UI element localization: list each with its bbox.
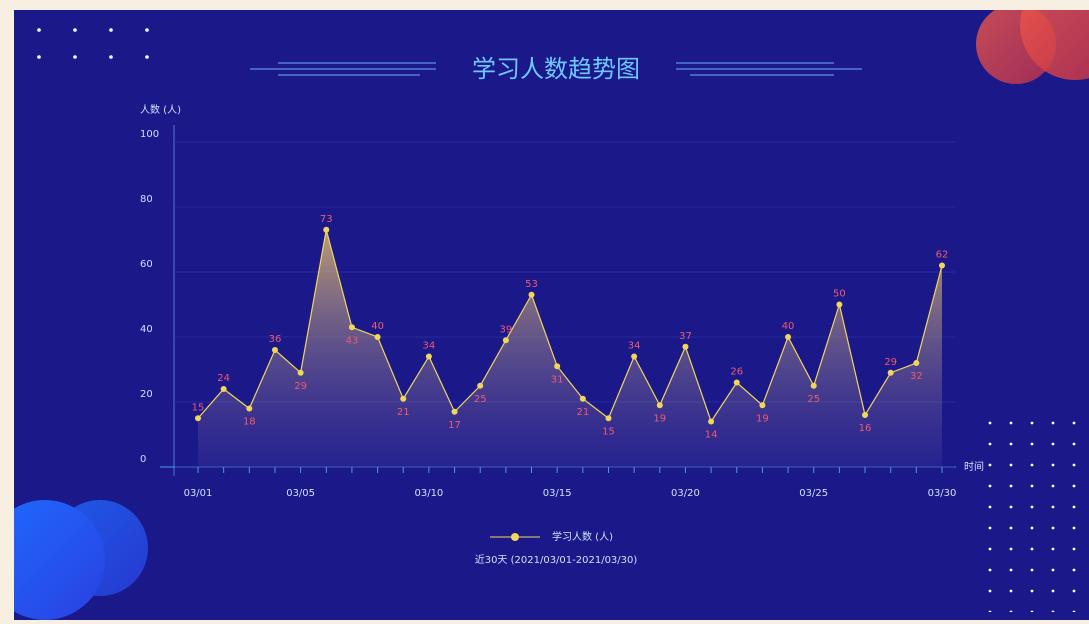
y-tick-label: 80 — [140, 194, 153, 205]
point — [220, 386, 227, 392]
y-tick-label: 100 — [140, 129, 159, 140]
y-tick-label: 0 — [140, 454, 146, 465]
x-tick-label: 03/05 — [286, 488, 315, 499]
point — [502, 337, 509, 344]
x-tick-label: 03/20 — [671, 488, 700, 499]
point — [374, 334, 381, 340]
data-label: 25 — [807, 394, 820, 405]
line — [197, 229, 943, 423]
data-label: 39 — [499, 324, 512, 335]
data-label: 62 — [936, 250, 949, 261]
data-label: 29 — [884, 357, 897, 368]
data-label: 43 — [346, 335, 359, 346]
data-label: 24 — [217, 373, 230, 384]
data-label: 53 — [525, 279, 538, 290]
data-label: 19 — [653, 413, 666, 424]
data-label: 17 — [448, 420, 461, 431]
point — [631, 353, 638, 360]
point — [348, 324, 355, 331]
point — [862, 412, 869, 418]
point — [708, 418, 715, 425]
data-label: 37 — [679, 331, 692, 342]
point — [271, 347, 278, 353]
point — [785, 334, 792, 340]
data-label: 25 — [474, 394, 487, 405]
point — [400, 395, 407, 402]
y-tick-label: 20 — [140, 389, 153, 400]
data-label: 32 — [910, 371, 923, 382]
point — [759, 402, 766, 409]
point — [323, 226, 330, 233]
data-label: 34 — [628, 341, 641, 352]
data-label: 19 — [756, 413, 769, 424]
point — [682, 343, 689, 350]
point — [605, 415, 612, 422]
point — [887, 369, 894, 376]
data-label: 21 — [397, 407, 410, 418]
point — [528, 291, 535, 298]
point — [939, 262, 945, 269]
point — [477, 382, 484, 389]
data-label: 40 — [782, 321, 795, 332]
point — [554, 363, 561, 370]
data-label: 34 — [423, 341, 436, 352]
point — [195, 415, 201, 422]
legend-marker — [511, 533, 519, 541]
y-axis-label: 人数 (人) — [140, 103, 181, 116]
area — [198, 229, 942, 467]
title-decor — [250, 62, 862, 76]
data-label: 14 — [705, 430, 718, 441]
data-label: 36 — [269, 334, 282, 345]
data-label: 29 — [294, 381, 307, 392]
x-axis-label: 时间 — [964, 460, 984, 473]
data-label: 26 — [730, 367, 743, 378]
y-tick-label: 40 — [140, 324, 153, 335]
point — [451, 408, 458, 415]
chart-title: 学习人数趋势图 — [472, 55, 640, 83]
point — [579, 395, 586, 402]
point — [733, 379, 740, 386]
data-label: 16 — [859, 423, 872, 434]
x-tick-label: 03/01 — [184, 488, 213, 499]
data-label: 40 — [371, 321, 384, 332]
data-label: 50 — [833, 289, 846, 300]
point — [246, 405, 253, 412]
x-tick-label: 03/30 — [928, 488, 957, 499]
point — [425, 353, 432, 360]
data-label: 18 — [243, 417, 256, 428]
point — [297, 369, 304, 376]
x-tick-label: 03/25 — [799, 488, 828, 499]
x-tick-label: 03/15 — [543, 488, 572, 499]
data-label: 15 — [192, 402, 205, 413]
data-label: 73 — [320, 214, 333, 225]
point — [836, 301, 843, 308]
data-label: 15 — [602, 426, 615, 437]
legend-label[interactable]: 学习人数 (人) — [552, 530, 613, 543]
data-label: 31 — [551, 374, 564, 385]
data-label: 21 — [576, 407, 589, 418]
point — [656, 402, 663, 409]
x-tick-label: 03/10 — [414, 488, 443, 499]
point — [913, 360, 920, 366]
y-tick-label: 60 — [140, 259, 153, 270]
background — [14, 10, 1089, 620]
subtitle: 近30天 (2021/03/01-2021/03/30) — [475, 553, 638, 566]
point — [810, 382, 817, 389]
